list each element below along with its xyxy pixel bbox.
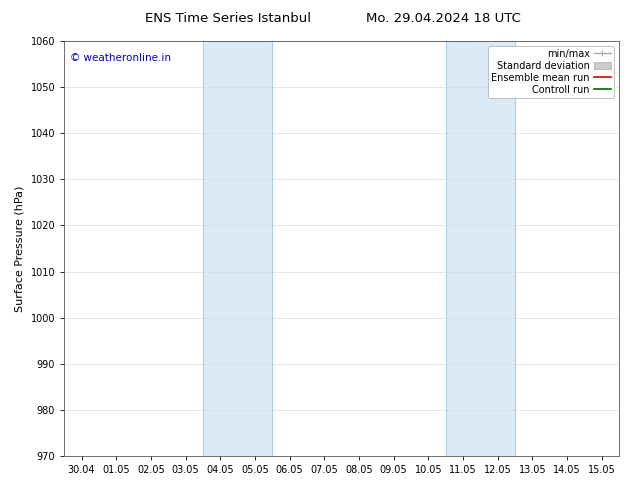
- Y-axis label: Surface Pressure (hPa): Surface Pressure (hPa): [15, 185, 25, 312]
- Text: © weatheronline.in: © weatheronline.in: [70, 53, 171, 64]
- Bar: [446, 41, 515, 456]
- Legend: min/max, Standard deviation, Ensemble mean run, Controll run: min/max, Standard deviation, Ensemble me…: [488, 46, 614, 98]
- Text: ENS Time Series Istanbul: ENS Time Series Istanbul: [145, 12, 311, 25]
- Bar: [203, 41, 272, 456]
- Text: Mo. 29.04.2024 18 UTC: Mo. 29.04.2024 18 UTC: [366, 12, 521, 25]
